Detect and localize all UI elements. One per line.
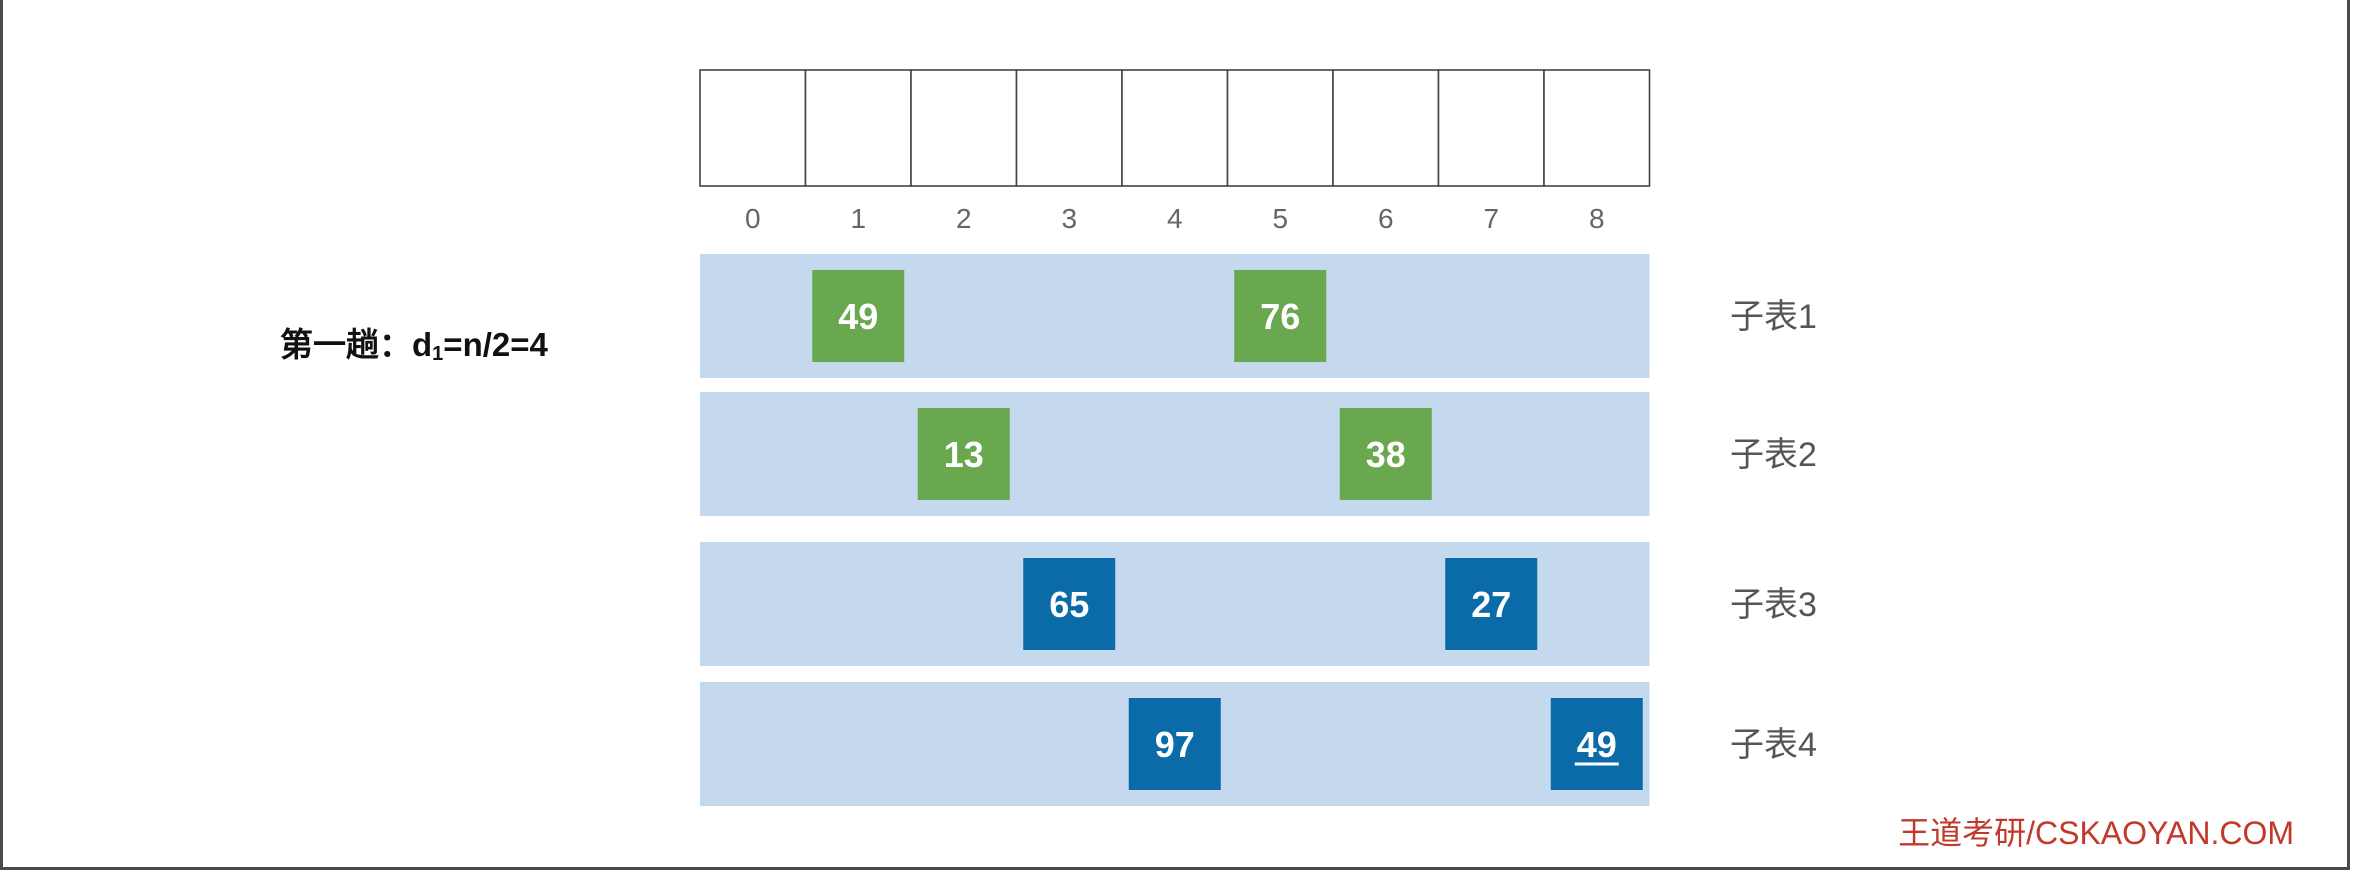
value-box	[1550, 698, 1643, 790]
sublist-label: 子表3	[1730, 586, 1817, 624]
array-index-label: 6	[1378, 203, 1394, 234]
array-cell-3	[1015, 69, 1123, 187]
array-index-label: 2	[956, 203, 972, 234]
array-index-label: 8	[1589, 203, 1605, 234]
sublist-label: 子表1	[1730, 298, 1817, 336]
pass-label: 第一趟：d1=n/2=4	[280, 318, 548, 366]
array-index-label: 5	[1272, 203, 1288, 234]
value-label: 13	[944, 434, 984, 475]
array-cell-7	[1437, 69, 1545, 187]
array-index-label: 7	[1483, 203, 1499, 234]
value-box	[1445, 558, 1538, 650]
value-box	[1339, 408, 1432, 500]
array-cell-2	[910, 69, 1018, 187]
value-box	[812, 270, 905, 362]
value-label: 65	[1049, 584, 1089, 625]
array-cell-5	[1226, 69, 1334, 187]
value-box	[1128, 698, 1221, 790]
array-cell-4	[1121, 69, 1229, 187]
array-cell-8	[1543, 69, 1651, 187]
pass-label-subscript: 1	[432, 343, 444, 365]
value-label: 97	[1155, 724, 1195, 765]
sublist-label: 子表2	[1730, 436, 1817, 474]
value-label: 49	[1577, 724, 1617, 765]
value-box	[917, 408, 1010, 500]
array-index-label: 0	[745, 203, 761, 234]
array-index-label: 1	[850, 203, 866, 234]
value-label: 27	[1471, 584, 1511, 625]
value-box	[1023, 558, 1116, 650]
value-label: 49	[838, 296, 878, 337]
array-cell-6	[1332, 69, 1440, 187]
array-index-label: 3	[1061, 203, 1077, 234]
array-index-label: 4	[1167, 203, 1183, 234]
array-cell-1	[804, 69, 912, 187]
array-cell-0	[699, 69, 807, 187]
footer-credit: 王道考研/CSKAOYAN.COM	[1898, 815, 2294, 851]
pass-label-prefix: 第一趟：d	[280, 326, 433, 363]
sublist-row-2	[700, 392, 1650, 516]
sublist-label: 子表4	[1730, 726, 1817, 764]
value-label: 76	[1260, 296, 1300, 337]
pass-label-suffix: =n/2=4	[443, 326, 548, 363]
value-label: 38	[1366, 434, 1406, 475]
value-box	[1234, 270, 1327, 362]
